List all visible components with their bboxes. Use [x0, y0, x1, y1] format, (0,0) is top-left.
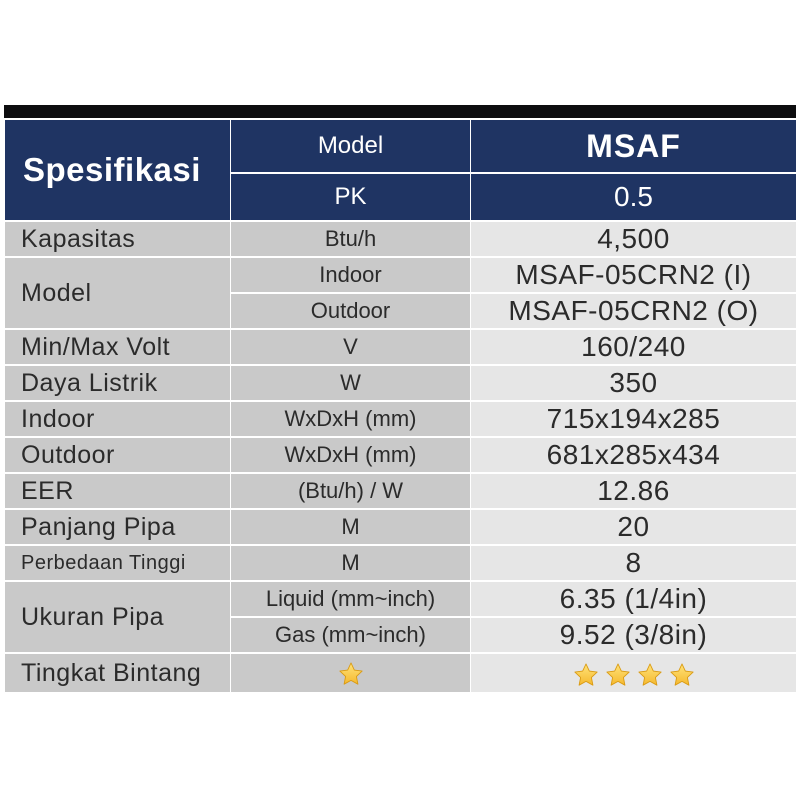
row-unit-kapasitas: Btu/h [230, 220, 471, 258]
row-unit-perbedaan: M [230, 544, 471, 582]
table-row: Daya Listrik W 350 [4, 364, 797, 402]
table-row: Min/Max Volt V 160/240 [4, 328, 797, 366]
row-value-panjang: 20 [470, 508, 797, 546]
row-value-outdoor: 681x285x434 [470, 436, 797, 474]
row-value-daya: 350 [470, 364, 797, 402]
table-row: Perbedaan Tinggi M 8 [4, 544, 797, 582]
model-header-value: MSAF [470, 118, 797, 174]
row-label-kapasitas: Kapasitas [4, 220, 231, 258]
star-rating-unit [335, 659, 367, 687]
row-unit-bintang [230, 652, 471, 694]
row-label-indoor: Indoor [4, 400, 231, 438]
row-value-gas: 9.52 (3/8in) [470, 616, 797, 654]
table-row: Tingkat Bintang [4, 652, 797, 694]
row-label-perbedaan: Perbedaan Tinggi [4, 544, 231, 582]
row-value-perbedaan: 8 [470, 544, 797, 582]
row-value-kapasitas: 4,500 [470, 220, 797, 258]
table-row: Gas (mm~inch) 9.52 (3/8in) [5, 616, 797, 654]
table-row: Indoor WxDxH (mm) 715x194x285 [4, 400, 797, 438]
model-header-label: Model [230, 118, 471, 174]
star-icon [338, 661, 364, 687]
row-label-daya: Daya Listrik [4, 364, 231, 402]
row-label-bintang: Tingkat Bintang [4, 652, 231, 694]
table-row: Panjang Pipa M 20 [4, 508, 797, 546]
pk-header-label: PK [230, 172, 471, 222]
row-label-ukuran: Ukuran Pipa [4, 580, 231, 654]
row-unit-liquid: Liquid (mm~inch) [230, 580, 471, 618]
pk-header-value: 0.5 [470, 172, 797, 222]
star-rating-value [570, 657, 698, 688]
row-unit-indoor: WxDxH (mm) [230, 400, 471, 438]
row-label-model: Model [4, 256, 231, 330]
top-bar [4, 105, 796, 118]
table-row: Kapasitas Btu/h 4,500 [4, 220, 797, 258]
table-row: EER (Btu/h) / W 12.86 [4, 472, 797, 510]
table-row: Outdoor MSAF-05CRN2 (O) [5, 292, 797, 330]
row-label-outdoor: Outdoor [4, 436, 231, 474]
star-icon [669, 662, 695, 688]
row-unit-model-indoor: Indoor [230, 256, 471, 294]
row-label-panjang: Panjang Pipa [4, 508, 231, 546]
row-value-bintang [470, 652, 797, 694]
row-value-model-outdoor: MSAF-05CRN2 (O) [470, 292, 797, 330]
row-value-liquid: 6.35 (1/4in) [470, 580, 797, 618]
row-label-volt: Min/Max Volt [4, 328, 231, 366]
star-icon [637, 662, 663, 688]
row-unit-outdoor: WxDxH (mm) [230, 436, 471, 474]
table-row: Model Indoor MSAF-05CRN2 (I) [4, 256, 797, 330]
row-unit-gas: Gas (mm~inch) [230, 616, 471, 654]
row-label-eer: EER [4, 472, 231, 510]
row-unit-volt: V [230, 328, 471, 366]
table-title: Spesifikasi [4, 118, 231, 222]
star-icon [573, 662, 599, 688]
row-unit-model-outdoor: Outdoor [230, 292, 471, 330]
star-icon [605, 662, 631, 688]
row-unit-eer: (Btu/h) / W [230, 472, 471, 510]
table-row: Outdoor WxDxH (mm) 681x285x434 [4, 436, 797, 474]
row-value-model-indoor: MSAF-05CRN2 (I) [470, 256, 797, 294]
spec-table: Spesifikasi Model MSAF PK 0.5 Kapasitas … [4, 118, 797, 694]
row-unit-daya: W [230, 364, 471, 402]
row-value-eer: 12.86 [470, 472, 797, 510]
table-row: Ukuran Pipa Liquid (mm~inch) 6.35 (1/4in… [4, 580, 797, 654]
row-value-volt: 160/240 [470, 328, 797, 366]
row-value-indoor: 715x194x285 [470, 400, 797, 438]
row-unit-panjang: M [230, 508, 471, 546]
